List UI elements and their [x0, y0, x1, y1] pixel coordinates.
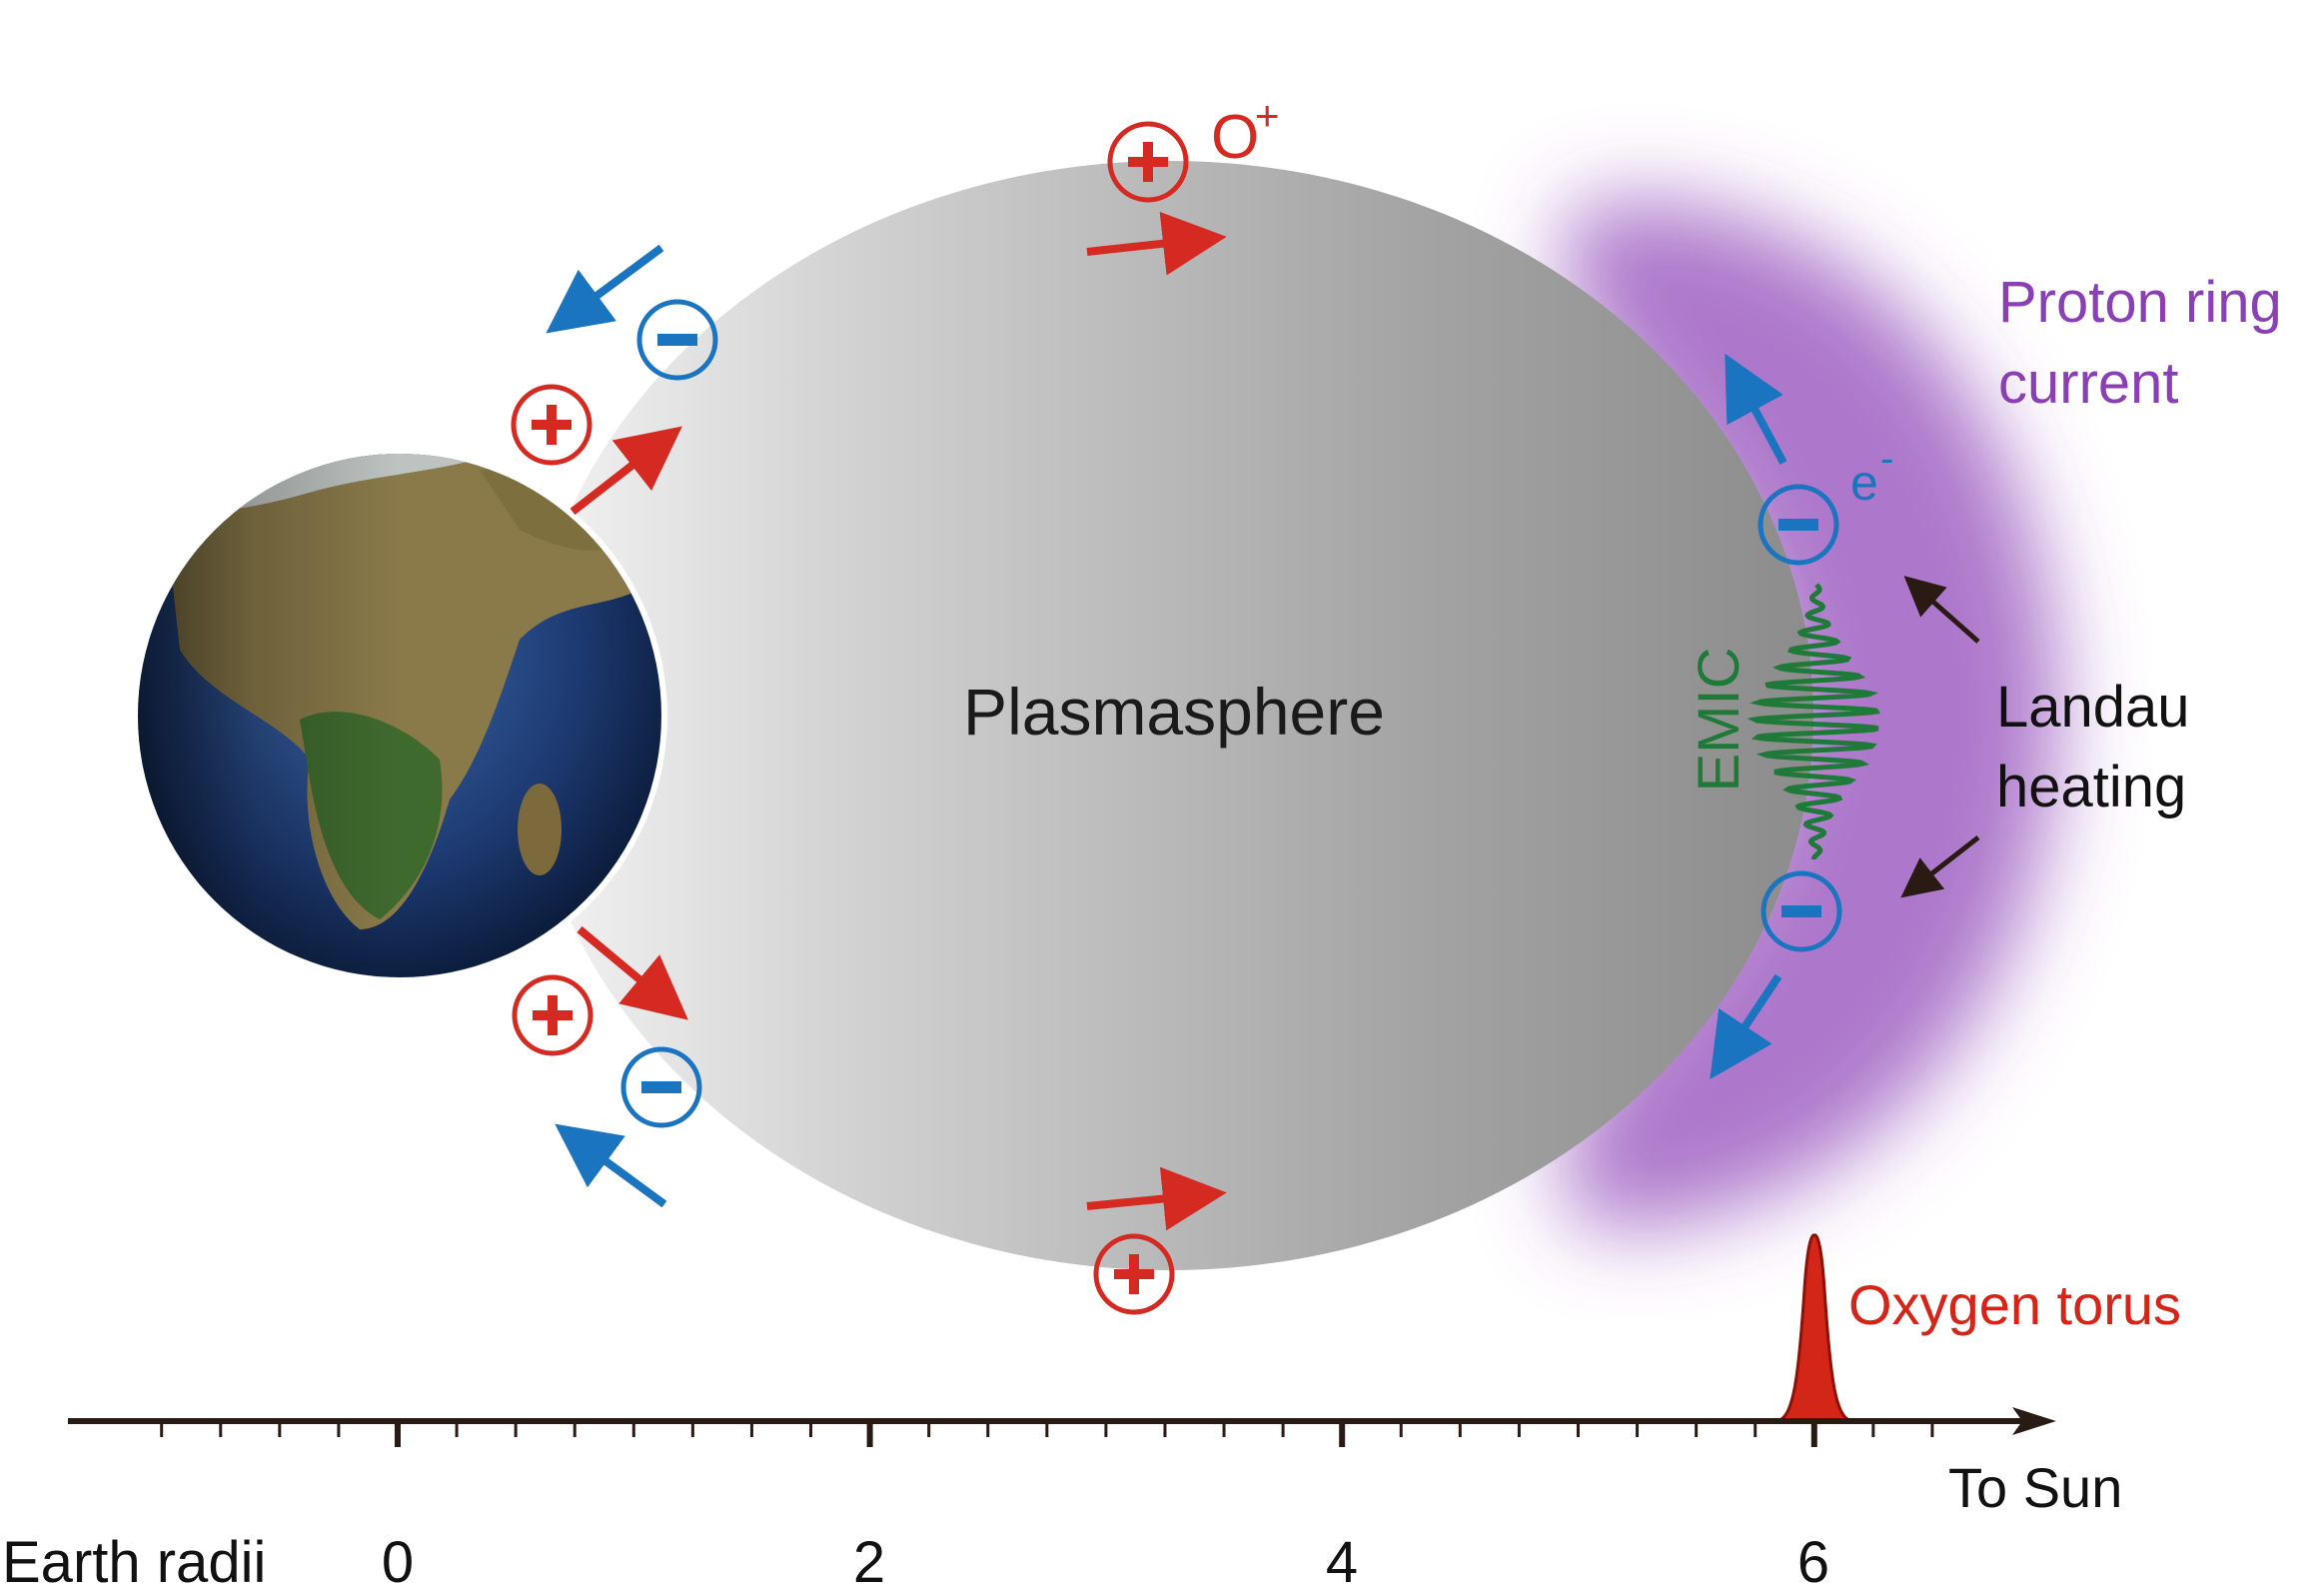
- landau-arrow: [1900, 835, 1980, 898]
- electron-arrow: [546, 244, 664, 334]
- electron-label: e: [1850, 455, 1878, 511]
- emic-wave: [1746, 583, 1880, 859]
- electron-charge: -: [1880, 437, 1893, 481]
- plus-circle-icon: [511, 384, 592, 466]
- ion-arrow: [577, 925, 688, 1020]
- minus-circle-icon: [1757, 484, 1839, 566]
- plus-circle-icon: [1093, 1233, 1175, 1315]
- axis-tick-label-6: 6: [1797, 1530, 1829, 1586]
- axis-title: Earth radii: [2, 1530, 266, 1586]
- minus-circle-icon: [620, 1046, 702, 1128]
- landau-arrow: [1903, 576, 1980, 644]
- minus-circle-icon: [636, 299, 718, 381]
- ion-arrow: [570, 426, 682, 516]
- proton-ring-label-line1: Proton ring: [1998, 270, 2282, 335]
- ion-arrow: [1086, 1166, 1227, 1231]
- landau-label-line2: heating: [1996, 755, 2186, 819]
- oxygen-torus-label: Oxygen torus: [1848, 1273, 2181, 1336]
- plasmasphere-label: Plasmasphere: [963, 675, 1385, 749]
- axis-tick-label-4: 4: [1326, 1530, 1358, 1586]
- axis-tick-label-2: 2: [853, 1530, 885, 1586]
- axis-tick-label-0: 0: [382, 1530, 414, 1586]
- electron-arrow: [1725, 353, 1787, 465]
- axis-major-ticks: [395, 1421, 1817, 1447]
- landau-label-line1: Landau: [1996, 675, 2190, 740]
- emic-label: EMIC: [1687, 648, 1751, 793]
- plus-circle-icon: [1107, 121, 1189, 203]
- proton-ring-label-line2: current: [1998, 351, 2179, 416]
- to-sun-label: To Sun: [1948, 1456, 2122, 1519]
- electron-arrow: [1710, 973, 1782, 1079]
- oxygen-torus-peak: [1775, 1233, 1853, 1423]
- oxygen-ion-charge: +: [1255, 92, 1280, 139]
- axis-arrowhead: [2012, 1407, 2056, 1435]
- oxygen-ion-label: O: [1211, 103, 1259, 172]
- plasmasphere-region: [525, 161, 1813, 1270]
- electron-arrow: [555, 1123, 667, 1208]
- oxygen-ion-symbol: O: [1211, 103, 1259, 172]
- ion-arrow: [1086, 211, 1227, 276]
- plus-circle-icon: [512, 974, 593, 1056]
- minus-circle-icon: [1760, 870, 1842, 952]
- axis-minor-ticks: [160, 1421, 1934, 1437]
